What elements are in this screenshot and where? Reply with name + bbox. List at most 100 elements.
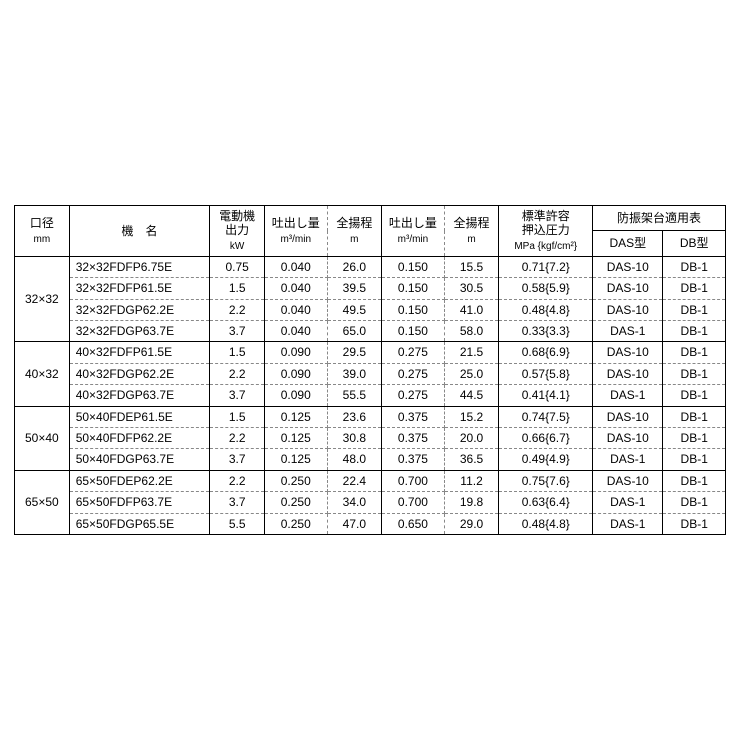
table-row: 40×3240×32FDFP61.5E1.50.09029.50.27521.5… bbox=[15, 342, 726, 363]
table-row: 40×32FDGP63.7E3.70.09055.50.27544.50.41{… bbox=[15, 385, 726, 406]
cell-das: DAS-10 bbox=[593, 342, 663, 363]
cell-kw: 2.2 bbox=[210, 299, 265, 320]
cell-kw: 1.5 bbox=[210, 406, 265, 427]
cell-p: 0.74{7.5} bbox=[499, 406, 593, 427]
cell-d2: 0.275 bbox=[382, 342, 445, 363]
cell-p: 0.75{7.6} bbox=[499, 470, 593, 491]
cell-db: DB-1 bbox=[663, 256, 726, 277]
hdr-head1: 全揚程m bbox=[327, 206, 382, 257]
cell-model: 65×50FDGP65.5E bbox=[69, 513, 210, 534]
cell-das: DAS-1 bbox=[593, 385, 663, 406]
cell-h1: 55.5 bbox=[327, 385, 382, 406]
cell-kw: 5.5 bbox=[210, 513, 265, 534]
cell-d1: 0.250 bbox=[265, 513, 328, 534]
table-row: 65×50FDGP65.5E5.50.25047.00.65029.00.48{… bbox=[15, 513, 726, 534]
cell-d1: 0.250 bbox=[265, 492, 328, 513]
cell-p: 0.48{4.8} bbox=[499, 299, 593, 320]
cell-d2: 0.375 bbox=[382, 449, 445, 470]
bore-cell: 32×32 bbox=[15, 256, 70, 342]
cell-d2: 0.650 bbox=[382, 513, 445, 534]
cell-h2: 58.0 bbox=[444, 321, 499, 342]
cell-h2: 29.0 bbox=[444, 513, 499, 534]
cell-h2: 15.2 bbox=[444, 406, 499, 427]
bore-cell: 40×32 bbox=[15, 342, 70, 406]
cell-d1: 0.040 bbox=[265, 278, 328, 299]
cell-model: 50×40FDFP62.2E bbox=[69, 427, 210, 448]
cell-h1: 29.5 bbox=[327, 342, 382, 363]
table-header: 口径mm 機 名 電動機 出力kW 吐出し量m³/min 全揚程m 吐出し量m³… bbox=[15, 206, 726, 257]
cell-das: DAS-1 bbox=[593, 449, 663, 470]
cell-kw: 3.7 bbox=[210, 492, 265, 513]
cell-model: 50×40FDEP61.5E bbox=[69, 406, 210, 427]
cell-h2: 19.8 bbox=[444, 492, 499, 513]
cell-db: DB-1 bbox=[663, 449, 726, 470]
cell-db: DB-1 bbox=[663, 363, 726, 384]
cell-model: 40×32FDGP62.2E bbox=[69, 363, 210, 384]
cell-db: DB-1 bbox=[663, 321, 726, 342]
cell-p: 0.63{6.4} bbox=[499, 492, 593, 513]
cell-d1: 0.090 bbox=[265, 342, 328, 363]
cell-model: 50×40FDGP63.7E bbox=[69, 449, 210, 470]
cell-d1: 0.125 bbox=[265, 449, 328, 470]
cell-h2: 44.5 bbox=[444, 385, 499, 406]
cell-model: 40×32FDFP61.5E bbox=[69, 342, 210, 363]
table-row: 32×3232×32FDFP6.75E0.750.04026.00.15015.… bbox=[15, 256, 726, 277]
cell-model: 32×32FDGP63.7E bbox=[69, 321, 210, 342]
cell-h2: 25.0 bbox=[444, 363, 499, 384]
bore-cell: 50×40 bbox=[15, 406, 70, 470]
table-row: 65×50FDFP63.7E3.70.25034.00.70019.80.63{… bbox=[15, 492, 726, 513]
cell-d1: 0.125 bbox=[265, 427, 328, 448]
cell-p: 0.71{7.2} bbox=[499, 256, 593, 277]
table-row: 32×32FDFP61.5E1.50.04039.50.15030.50.58{… bbox=[15, 278, 726, 299]
cell-db: DB-1 bbox=[663, 492, 726, 513]
cell-das: DAS-1 bbox=[593, 513, 663, 534]
cell-kw: 3.7 bbox=[210, 385, 265, 406]
cell-h2: 41.0 bbox=[444, 299, 499, 320]
cell-h2: 11.2 bbox=[444, 470, 499, 491]
cell-kw: 3.7 bbox=[210, 321, 265, 342]
hdr-head2: 全揚程m bbox=[444, 206, 499, 257]
cell-h1: 34.0 bbox=[327, 492, 382, 513]
hdr-das: DAS型 bbox=[593, 231, 663, 256]
cell-h1: 23.6 bbox=[327, 406, 382, 427]
cell-db: DB-1 bbox=[663, 299, 726, 320]
cell-das: DAS-10 bbox=[593, 278, 663, 299]
cell-h2: 15.5 bbox=[444, 256, 499, 277]
cell-das: DAS-10 bbox=[593, 363, 663, 384]
cell-db: DB-1 bbox=[663, 278, 726, 299]
cell-p: 0.68{6.9} bbox=[499, 342, 593, 363]
cell-das: DAS-10 bbox=[593, 256, 663, 277]
cell-db: DB-1 bbox=[663, 385, 726, 406]
cell-h1: 49.5 bbox=[327, 299, 382, 320]
cell-h1: 65.0 bbox=[327, 321, 382, 342]
cell-h1: 26.0 bbox=[327, 256, 382, 277]
table-row: 32×32FDGP62.2E2.20.04049.50.15041.00.48{… bbox=[15, 299, 726, 320]
cell-kw: 2.2 bbox=[210, 427, 265, 448]
hdr-pressure: 標準許容 押込圧力MPa {kgf/cm²} bbox=[499, 206, 593, 257]
cell-das: DAS-10 bbox=[593, 427, 663, 448]
cell-das: DAS-10 bbox=[593, 470, 663, 491]
cell-d2: 0.275 bbox=[382, 363, 445, 384]
hdr-bore: 口径mm bbox=[15, 206, 70, 257]
cell-p: 0.41{4.1} bbox=[499, 385, 593, 406]
cell-db: DB-1 bbox=[663, 406, 726, 427]
cell-d2: 0.150 bbox=[382, 278, 445, 299]
bore-cell: 65×50 bbox=[15, 470, 70, 534]
cell-h2: 20.0 bbox=[444, 427, 499, 448]
cell-d1: 0.040 bbox=[265, 299, 328, 320]
table-row: 50×40FDGP63.7E3.70.12548.00.37536.50.49{… bbox=[15, 449, 726, 470]
cell-das: DAS-1 bbox=[593, 321, 663, 342]
cell-das: DAS-1 bbox=[593, 492, 663, 513]
cell-model: 40×32FDGP63.7E bbox=[69, 385, 210, 406]
hdr-disch1: 吐出し量m³/min bbox=[265, 206, 328, 257]
cell-p: 0.66{6.7} bbox=[499, 427, 593, 448]
cell-d2: 0.150 bbox=[382, 299, 445, 320]
table-row: 50×40FDFP62.2E2.20.12530.80.37520.00.66{… bbox=[15, 427, 726, 448]
cell-h1: 48.0 bbox=[327, 449, 382, 470]
cell-d1: 0.090 bbox=[265, 363, 328, 384]
cell-p: 0.48{4.8} bbox=[499, 513, 593, 534]
cell-model: 32×32FDFP6.75E bbox=[69, 256, 210, 277]
cell-d1: 0.040 bbox=[265, 256, 328, 277]
cell-model: 32×32FDFP61.5E bbox=[69, 278, 210, 299]
cell-d2: 0.700 bbox=[382, 470, 445, 491]
